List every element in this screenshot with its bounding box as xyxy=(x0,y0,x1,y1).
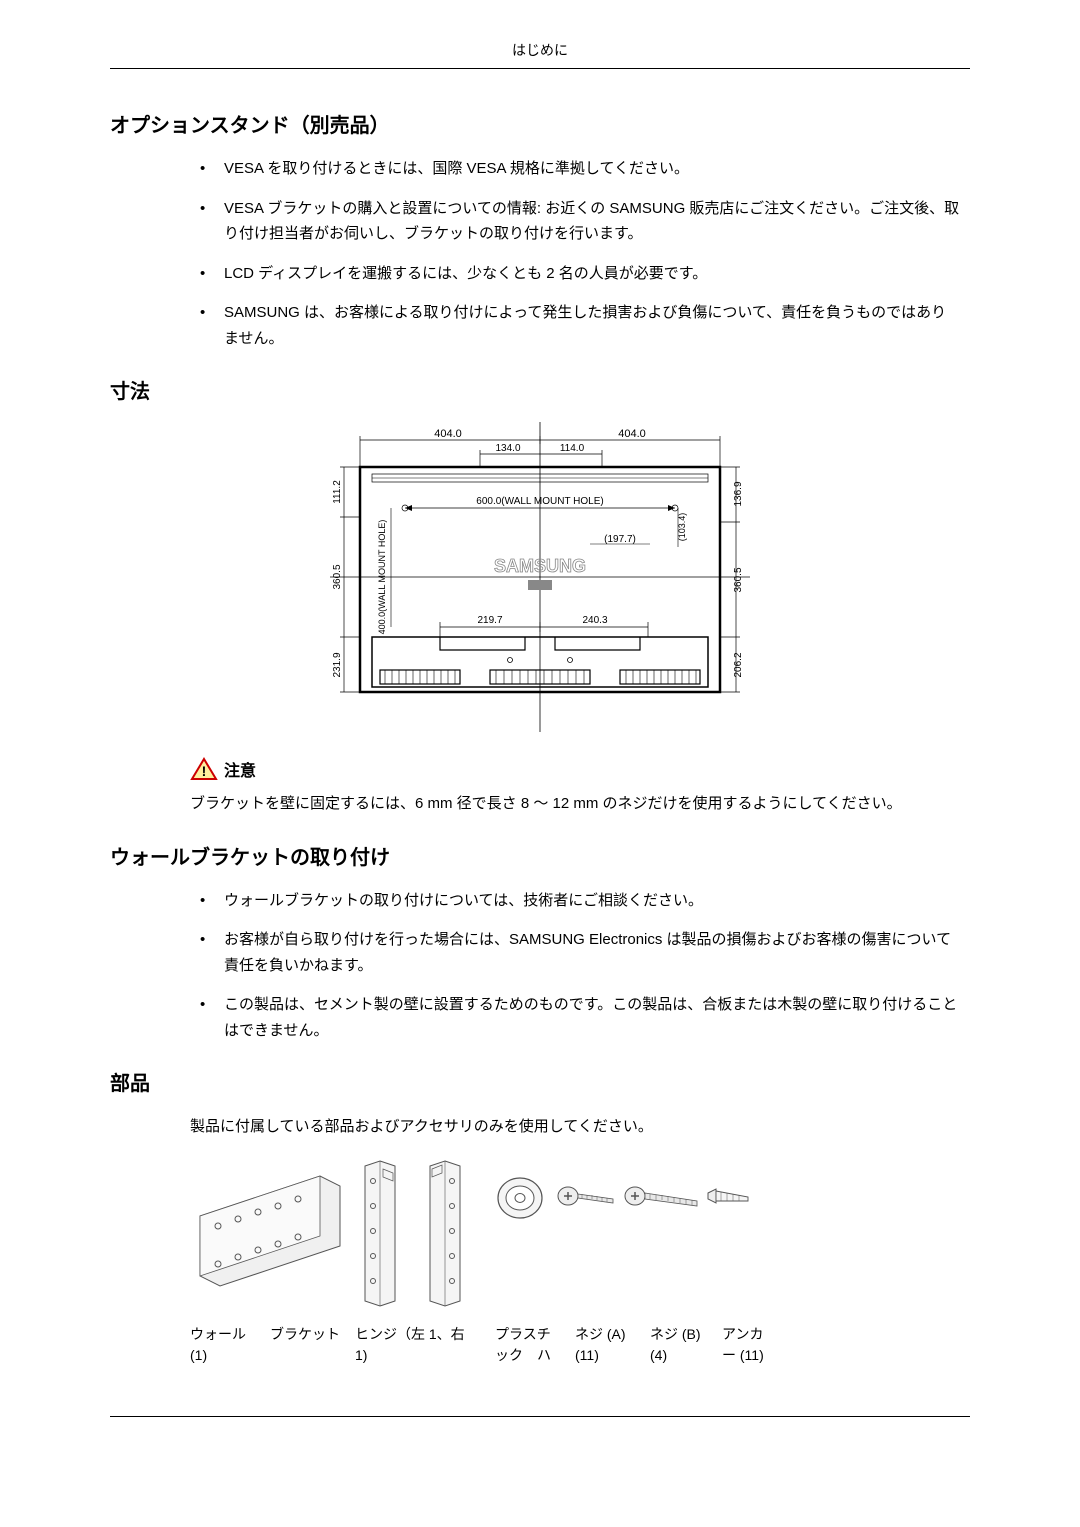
list-item: SAMSUNG は、お客様による取り付けによって発生した損害および負傷について、… xyxy=(200,300,960,351)
svg-text:(103.4): (103.4) xyxy=(677,513,687,542)
parts-label: ブラケット xyxy=(270,1324,355,1366)
list-item: ウォールブラケットの取り付けについては、技術者にご相談ください。 xyxy=(200,888,960,914)
parts-label: アンカー (11) xyxy=(722,1324,792,1366)
svg-text:231.9: 231.9 xyxy=(332,652,343,677)
list-item: VESA を取り付けるときには、国際 VESA 規格に準拠してください。 xyxy=(200,156,960,182)
svg-text:111.2: 111.2 xyxy=(332,480,343,504)
svg-text:400.0(WALL MOUNT HOLE): 400.0(WALL MOUNT HOLE) xyxy=(377,520,387,635)
svg-text:(197.7): (197.7) xyxy=(604,534,636,545)
caution-text: ブラケットを壁に固定するには、6 mm 径で長さ 8 ～ 12 mm のネジだけ… xyxy=(190,791,960,817)
wall-bracket-list: ウォールブラケットの取り付けについては、技術者にご相談ください。 お客様が自ら取… xyxy=(200,888,960,1044)
svg-text:404.0: 404.0 xyxy=(618,428,646,440)
parts-illustration xyxy=(190,1156,970,1316)
svg-text:SAMSUNG: SAMSUNG xyxy=(494,556,586,576)
svg-text:240.3: 240.3 xyxy=(582,615,607,626)
parts-label: ヒンジ（左 1、右1) xyxy=(355,1324,495,1366)
svg-text:206.2: 206.2 xyxy=(733,652,744,677)
svg-text:136.9: 136.9 xyxy=(733,481,744,506)
svg-text:114.0: 114.0 xyxy=(560,443,585,454)
list-item: この製品は、セメント製の壁に設置するためのものです。この製品は、合板または木製の… xyxy=(200,992,960,1043)
option-stand-list: VESA を取り付けるときには、国際 VESA 規格に準拠してください。 VES… xyxy=(200,156,960,351)
section-title-dimensions: 寸法 xyxy=(110,375,970,404)
parts-intro: 製品に付属している部品およびアクセサリのみを使用してください。 xyxy=(190,1114,960,1140)
section-title-parts: 部品 xyxy=(110,1067,970,1096)
parts-label: プラスチック ハ xyxy=(495,1324,575,1366)
svg-text:600.0(WALL MOUNT HOLE): 600.0(WALL MOUNT HOLE) xyxy=(476,496,603,507)
svg-text:404.0: 404.0 xyxy=(434,428,462,440)
list-item: VESA ブラケットの購入と設置についての情報: お近くの SAMSUNG 販売… xyxy=(200,196,960,247)
footer-rule xyxy=(110,1416,970,1417)
list-item: LCD ディスプレイを運搬するには、少なくとも 2 名の人員が必要です。 xyxy=(200,261,960,287)
svg-text:360.5: 360.5 xyxy=(332,564,343,589)
parts-labels-row: ウォール(1) ブラケット ヒンジ（左 1、右1) プラスチック ハ ネジ (A… xyxy=(190,1324,970,1366)
caution-row: ! 注意 xyxy=(190,757,970,781)
svg-text:134.0: 134.0 xyxy=(495,443,520,454)
svg-text:219.7: 219.7 xyxy=(477,615,502,626)
list-item: お客様が自ら取り付けを行った場合には、SAMSUNG Electronics は… xyxy=(200,927,960,978)
section-title-option-stand: オプションスタンド（別売品） xyxy=(110,109,970,138)
svg-text:360.5: 360.5 xyxy=(733,567,744,592)
section-title-wall-bracket: ウォールブラケットの取り付け xyxy=(110,841,970,870)
parts-label: ウォール(1) xyxy=(190,1324,270,1366)
parts-label: ネジ (B)(4) xyxy=(650,1324,722,1366)
parts-label: ネジ (A)(11) xyxy=(575,1324,650,1366)
page-header: はじめに xyxy=(110,40,970,69)
warning-icon: ! xyxy=(190,757,218,781)
svg-text:!: ! xyxy=(202,763,207,779)
dimensions-diagram: 404.0 404.0 134.0 114.0 600.0(WALL MOUNT… xyxy=(110,422,970,737)
caution-label: 注意 xyxy=(224,757,256,781)
